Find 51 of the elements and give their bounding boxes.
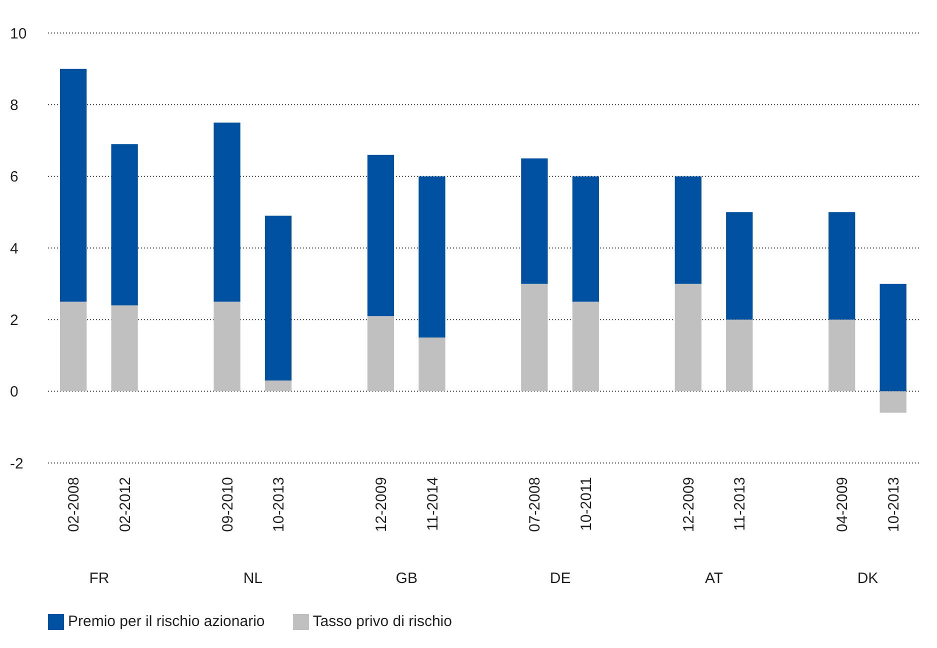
x-tick-label: 04-2009 xyxy=(834,476,852,532)
bar xyxy=(726,320,753,392)
bar xyxy=(214,122,240,302)
x-tick-label: 09-2010 xyxy=(219,476,236,532)
legend-label: Tasso privo di rischio xyxy=(312,612,452,630)
x-tick-label: 02-2012 xyxy=(116,476,134,532)
y-tick-label: 6 xyxy=(10,168,18,186)
bar xyxy=(367,316,394,392)
legend-label: Premio per il rischio azionario xyxy=(68,612,265,630)
bar xyxy=(880,284,906,392)
text: NL xyxy=(243,570,263,587)
x-tick-label: 10-2013 xyxy=(885,476,902,532)
y-tick-label: 2 xyxy=(10,312,18,329)
y-tick-label: 0 xyxy=(10,384,18,401)
text: FR xyxy=(89,570,110,587)
x-tick-label: 11-2013 xyxy=(732,476,749,531)
y-tick-label: -2 xyxy=(10,455,24,472)
text: GB xyxy=(396,570,418,587)
bar xyxy=(264,216,292,381)
bar xyxy=(828,212,856,320)
bar xyxy=(674,284,702,392)
text: DE xyxy=(550,570,571,587)
text: DK xyxy=(857,570,878,587)
bar xyxy=(111,305,138,392)
bar xyxy=(111,144,138,306)
bar xyxy=(726,212,753,320)
bar xyxy=(572,176,599,302)
x-tick-label: 10-2013 xyxy=(270,476,288,532)
x-tick-label: 12-2009 xyxy=(680,476,698,532)
bar xyxy=(367,154,394,316)
bar xyxy=(214,302,240,392)
bar xyxy=(418,176,446,338)
x-tick-label: 02-2008 xyxy=(66,476,83,532)
bar xyxy=(521,284,548,392)
text: AT xyxy=(705,570,724,587)
y-tick-label: 4 xyxy=(10,240,18,258)
bar xyxy=(60,68,87,302)
y-tick-label: 8 xyxy=(10,96,18,114)
bar xyxy=(521,158,548,284)
bar xyxy=(60,302,87,392)
bar xyxy=(264,380,292,392)
bar xyxy=(880,391,906,413)
x-tick-label: 07-2008 xyxy=(526,476,544,532)
bar xyxy=(572,302,599,392)
y-tick-label: 10 xyxy=(10,25,27,42)
x-tick-label: 11-2014 xyxy=(424,476,442,531)
bar xyxy=(418,338,446,392)
bar xyxy=(828,320,856,392)
x-tick-label: 12-2009 xyxy=(373,476,390,532)
x-tick-label: 10-2011 xyxy=(578,476,595,531)
bar xyxy=(674,176,702,284)
